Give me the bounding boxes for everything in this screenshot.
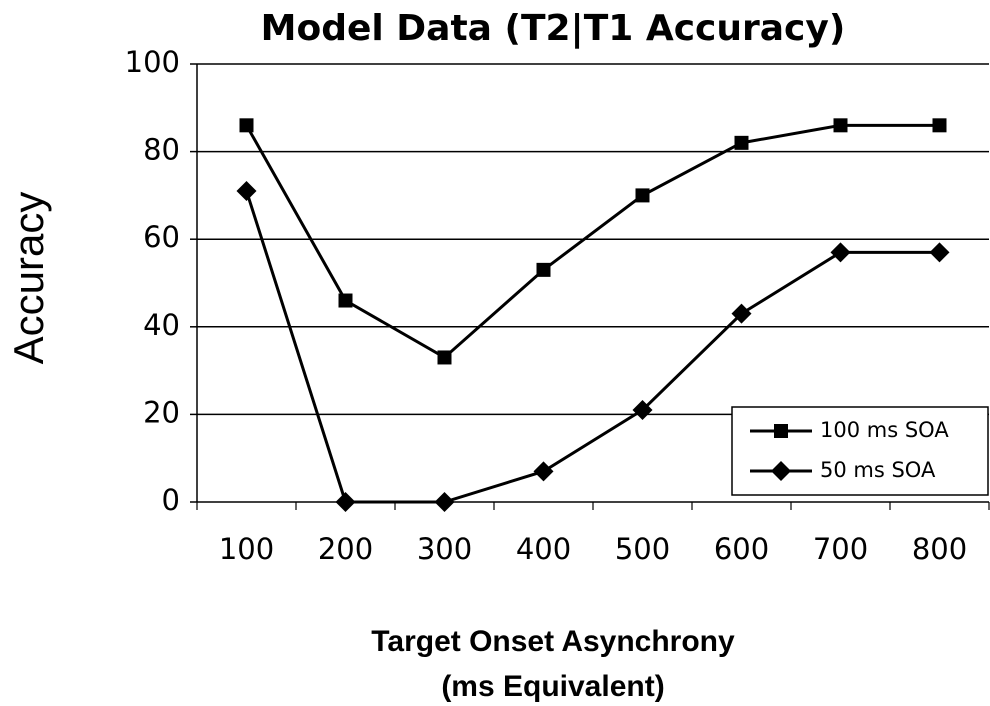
x-axis-label: Target Onset Asynchrony [371, 625, 735, 658]
y-tick-label: 20 [143, 395, 180, 429]
y-tick-label: 0 [162, 483, 180, 517]
legend-label: 50 ms SOA [820, 458, 936, 482]
x-tick-label: 500 [615, 532, 670, 566]
marker [932, 118, 947, 133]
legend-label: 100 ms SOA [820, 418, 949, 442]
marker [833, 118, 848, 133]
marker [236, 181, 257, 202]
marker [239, 118, 254, 133]
series-line [245, 123, 940, 360]
x-tick-label: 400 [516, 532, 571, 566]
marker [929, 242, 950, 263]
marker [731, 303, 752, 324]
marker [536, 262, 551, 277]
x-tick-label: 200 [318, 532, 373, 566]
y-tick-label: 80 [143, 133, 180, 167]
marker [434, 492, 455, 512]
y-tick-label: 60 [143, 220, 180, 254]
marker [335, 492, 356, 512]
marker [533, 461, 554, 482]
marker [830, 242, 851, 263]
marker [437, 350, 452, 365]
x-tick-label: 100 [219, 532, 274, 566]
x-tick-label: 300 [417, 532, 472, 566]
x-tick-label: 600 [714, 532, 769, 566]
x-axis-label: (ms Equivalent) [441, 670, 664, 703]
legend-box [731, 406, 989, 496]
marker [774, 424, 788, 438]
chart-title: Model Data (T2|T1 Accuracy) [261, 8, 846, 49]
series-line [245, 190, 940, 504]
legend: 100 ms SOA 50 ms SOA [731, 406, 989, 496]
marker [771, 461, 791, 481]
x-tick-label: 700 [813, 532, 868, 566]
y-axis-label: Accuracy [5, 192, 52, 365]
marker [338, 293, 353, 308]
y-tick-label: 40 [143, 308, 180, 342]
y-tick-label: 100 [125, 45, 180, 79]
marker [632, 400, 653, 421]
marker [734, 135, 749, 150]
x-tick-label: 800 [912, 532, 967, 566]
marker [635, 188, 650, 203]
